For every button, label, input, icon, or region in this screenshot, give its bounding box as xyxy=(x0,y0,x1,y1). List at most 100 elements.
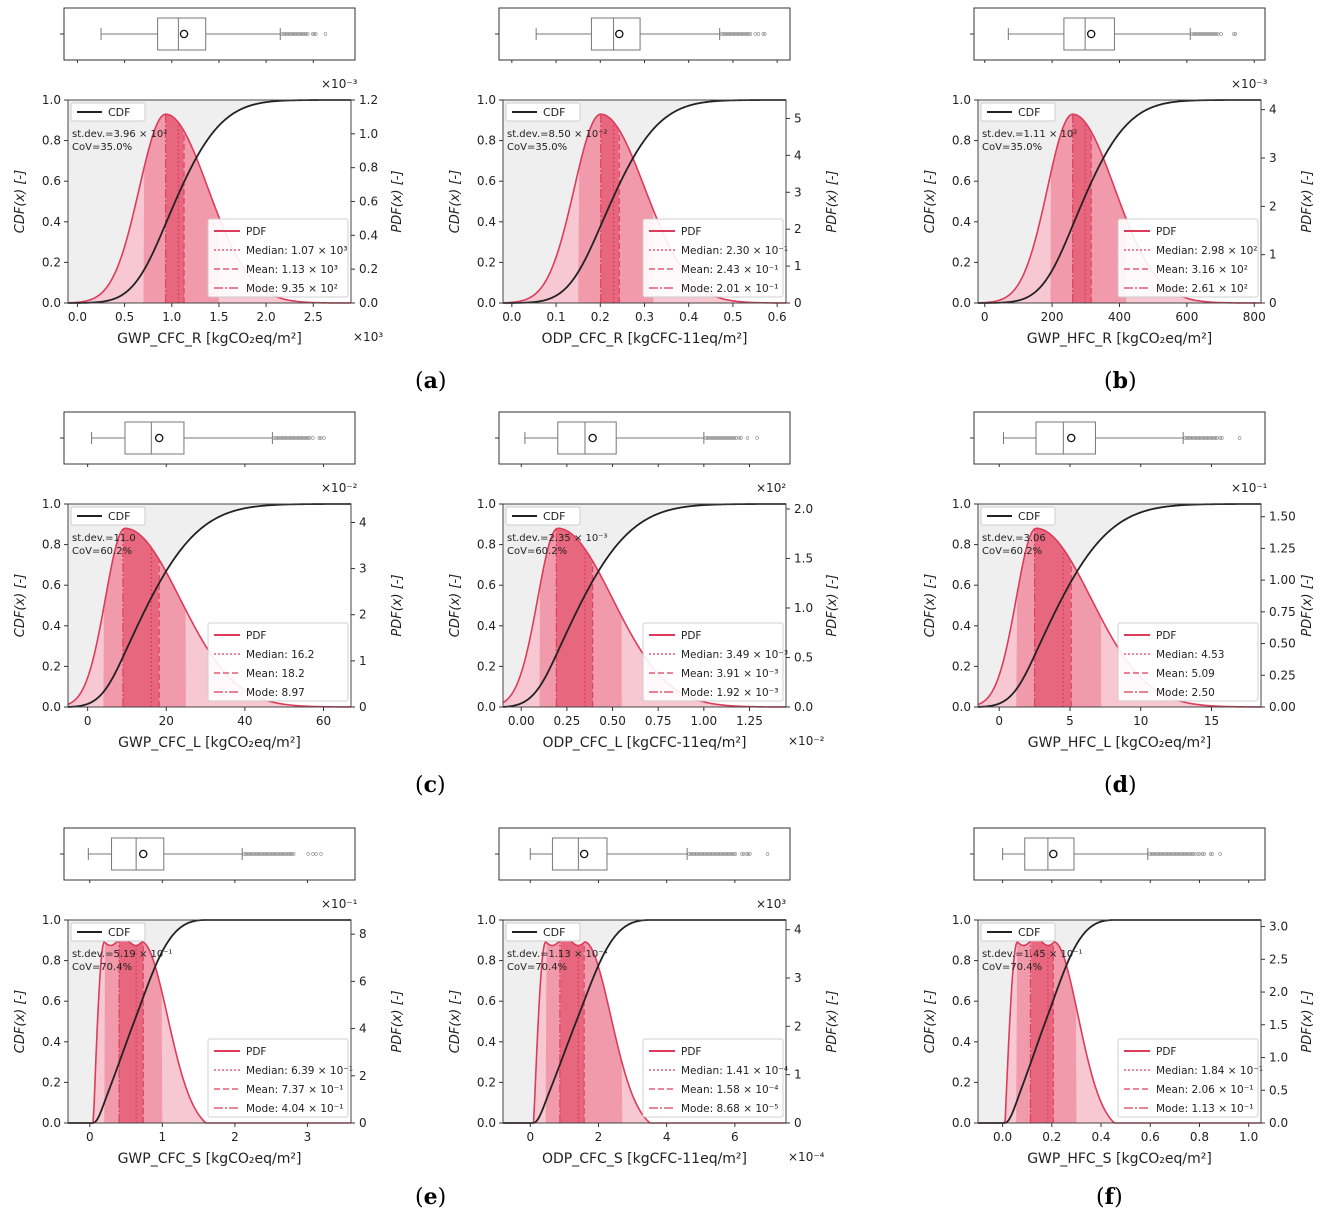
legend-cdf-label: CDF xyxy=(543,106,565,119)
stat-stdev: st.dev.=5.19 × 10⁻¹ xyxy=(72,949,173,960)
x-tick-label: 1 xyxy=(159,1130,167,1144)
chart-gwp_cfc_s: 0 1 2 3GWP_CFC_S [kgCO₂eq/m²]0.00.20.40.60.… xyxy=(13,828,405,1167)
y-axis-label-right: PDF(x) [-] xyxy=(825,170,840,232)
x-tick-label: 60 xyxy=(316,714,331,728)
y-axis-label-left: CDF(x) [-] xyxy=(448,574,463,637)
pdf-band-dark xyxy=(601,114,620,303)
y2-tick-label: 0.5 xyxy=(1269,1083,1288,1097)
y2-tick-label: 0 xyxy=(359,700,367,714)
x-tick-label: 0 xyxy=(981,310,989,324)
y-tick-label: 1.0 xyxy=(42,93,61,107)
x-tick-label: 0.50 xyxy=(599,714,626,728)
x-tick-label: 0.2 xyxy=(591,310,610,324)
legend-pdf-label: Mode: 2.50 xyxy=(1156,687,1215,699)
legend-pdf-label: Mean: 7.37 × 10⁻¹ xyxy=(246,1084,343,1096)
x-tick-label: 0.1 xyxy=(547,310,566,324)
x-tick-label: 0.00 xyxy=(508,714,535,728)
y-tick-label: 0.0 xyxy=(477,296,496,310)
y2-tick-label: 0.0 xyxy=(794,700,813,714)
panel-label-e: (e) xyxy=(415,1184,446,1210)
boxplot-mean xyxy=(1068,434,1075,441)
y-axis-label-right: PDF(x) [-] xyxy=(1300,170,1315,232)
y-tick-label: 1.0 xyxy=(952,93,971,107)
legend-cdf-label: CDF xyxy=(108,106,130,119)
legend-pdf-label: PDF xyxy=(681,630,701,642)
y-tick-label: 0.4 xyxy=(42,619,61,633)
y2-tick-label: 2 xyxy=(794,222,802,236)
legend-pdf-label: Mode: 9.35 × 10² xyxy=(246,283,338,295)
y2-tick-label: 1.0 xyxy=(1269,1051,1288,1065)
y2-tick-label: 0 xyxy=(359,1116,367,1130)
stat-stdev: st.dev.=3.06 xyxy=(982,533,1046,544)
y2-tick-label: 1 xyxy=(1269,248,1277,262)
legend-cdf-label: CDF xyxy=(1018,510,1040,523)
y2-multiplier: ×10⁻² xyxy=(321,481,358,495)
x-tick-label: 0.5 xyxy=(723,310,742,324)
x-tick-label: 0 xyxy=(86,1130,94,1144)
y-tick-label: 0.2 xyxy=(477,1075,496,1089)
x-tick-label: 0 xyxy=(84,714,92,728)
legend-pdf-label: PDF xyxy=(246,1046,266,1058)
chart-odp_cfc_l: 0.00 0.25 0.50 0.75 1.00 1.25 ODP_CFC_L [kgCFC… xyxy=(448,412,840,751)
y-tick-label: 0.8 xyxy=(477,134,496,148)
y-tick-label: 0.8 xyxy=(952,134,971,148)
y-tick-label: 1.0 xyxy=(952,913,971,927)
legend-pdf-label: PDF xyxy=(1156,630,1176,642)
y2-multiplier: ×10² xyxy=(756,481,786,495)
x-tick-label: 4 xyxy=(663,1130,671,1144)
stat-stdev: st.dev.=11.0 xyxy=(72,533,136,544)
y2-tick-label: 2 xyxy=(359,608,367,622)
y2-tick-label: 1.25 xyxy=(1269,541,1296,555)
y-tick-label: 0.0 xyxy=(477,700,496,714)
stat-stdev: st.dev.=3.96 × 10² xyxy=(72,129,167,140)
x-tick-label: 2.5 xyxy=(304,310,323,324)
y2-tick-label: 1 xyxy=(794,259,802,273)
y-tick-label: 1.0 xyxy=(952,497,971,511)
legend-pdf-label: Median: 1.84 × 10⁻¹ xyxy=(1156,1065,1263,1077)
x-tick-label: 10 xyxy=(1133,714,1148,728)
y2-tick-label: 0.2 xyxy=(359,262,378,276)
y-tick-label: 0.2 xyxy=(952,659,971,673)
y2-tick-label: 2 xyxy=(1269,199,1277,213)
x-axis-label: ODP_CFC_R [kgCFC-11eq/m²] xyxy=(542,331,748,347)
y-tick-label: 0.6 xyxy=(42,994,61,1008)
y2-tick-label: 1 xyxy=(794,1068,802,1082)
y2-tick-label: 8 xyxy=(359,927,367,941)
legend-pdf-label: Mode: 2.61 × 10² xyxy=(1156,283,1248,295)
x-axis-label: GWP_HFC_S [kgCO₂eq/m²] xyxy=(1027,1151,1212,1167)
y-tick-label: 0.8 xyxy=(42,954,61,968)
y-tick-label: 0.8 xyxy=(42,134,61,148)
x-tick-label: 600 xyxy=(1175,310,1198,324)
x-tick-label: 5 xyxy=(1066,714,1074,728)
y2-tick-label: 3 xyxy=(794,971,802,985)
y-tick-label: 0.6 xyxy=(477,578,496,592)
y2-tick-label: 0.00 xyxy=(1269,700,1296,714)
y-tick-label: 0.2 xyxy=(477,255,496,269)
panel-label-b: (b) xyxy=(1104,368,1137,394)
y-tick-label: 1.0 xyxy=(42,497,61,511)
x-tick-label: 1.0 xyxy=(162,310,181,324)
x-axis-label: GWP_HFC_L [kgCO₂eq/m²] xyxy=(1028,735,1212,751)
y2-tick-label: 0.4 xyxy=(359,228,378,242)
y-tick-label: 0.2 xyxy=(952,255,971,269)
y-tick-label: 0.6 xyxy=(952,578,971,592)
stat-stdev: st.dev.=2.35 × 10⁻³ xyxy=(507,533,608,544)
x-tick-label: 0.4 xyxy=(1091,1130,1110,1144)
x-tick-label: 0.2 xyxy=(1042,1130,1061,1144)
y2-multiplier: ×10⁻³ xyxy=(321,77,358,91)
legend-pdf-label: Mean: 2.43 × 10⁻¹ xyxy=(681,264,778,276)
y2-tick-label: 4 xyxy=(794,148,802,162)
y-tick-label: 0.4 xyxy=(952,1035,971,1049)
y2-tick-label: 4 xyxy=(794,923,802,937)
y2-multiplier: ×10⁻³ xyxy=(1231,77,1268,91)
y-tick-label: 1.0 xyxy=(42,913,61,927)
stat-stdev: st.dev.=1.11 × 10² xyxy=(982,129,1077,140)
y-tick-label: 0.2 xyxy=(477,659,496,673)
x-tick-label: 2 xyxy=(595,1130,603,1144)
boxplot-box xyxy=(1036,422,1095,454)
legend-pdf-label: Mode: 4.04 × 10⁻¹ xyxy=(246,1103,343,1115)
y2-tick-label: 0.8 xyxy=(359,161,378,175)
y2-tick-label: 3 xyxy=(794,185,802,199)
boxplot-mean xyxy=(140,850,147,857)
x-tick-label: 0.25 xyxy=(554,714,581,728)
